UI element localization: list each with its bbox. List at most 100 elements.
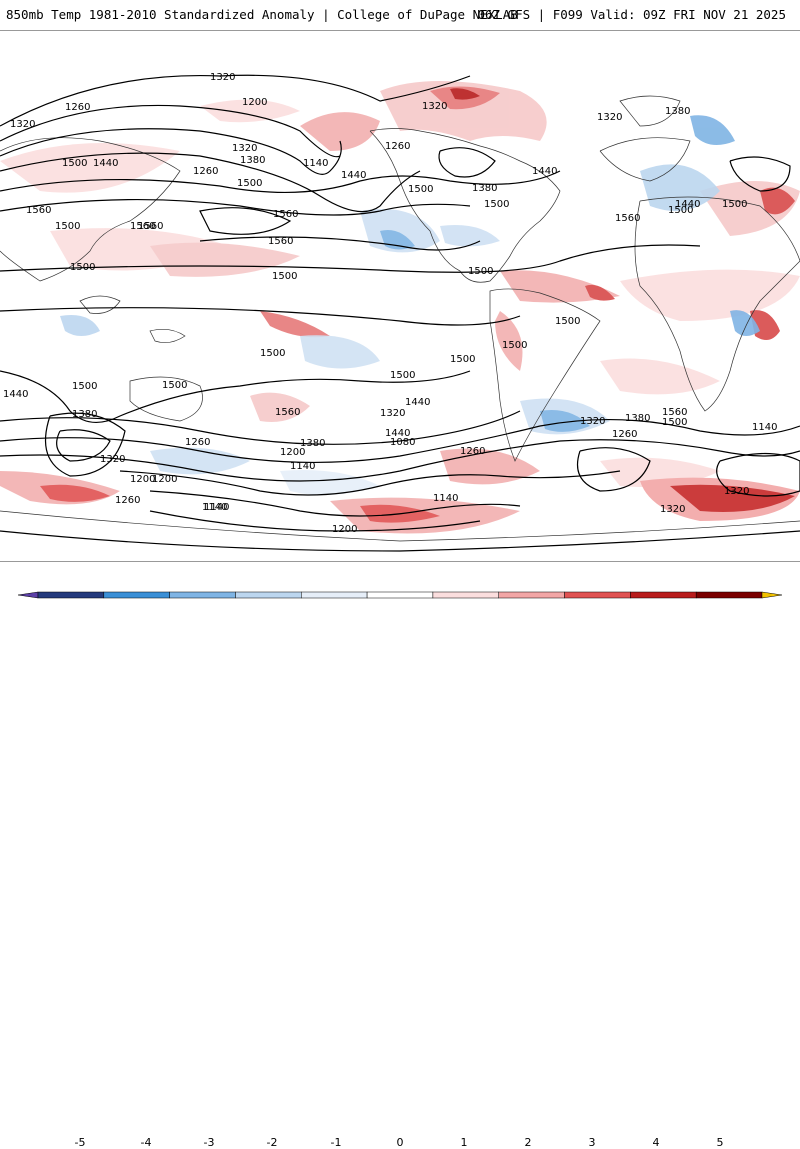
contour-label: 1500 <box>662 417 687 428</box>
contour-label: 1560 <box>26 205 51 216</box>
contour-label: 1200 <box>152 474 177 485</box>
contour-label: 1440 <box>385 428 410 439</box>
contour-label: 1500 <box>668 205 693 216</box>
contour-label: 1380 <box>625 413 650 424</box>
contour-label: 1560 <box>268 236 293 247</box>
contour-label: 1440 <box>675 199 700 210</box>
contour-label: 1500 <box>502 340 527 351</box>
legend-tick: 0 <box>396 1136 404 1149</box>
coastlines <box>0 95 800 542</box>
warm-anomaly-shading <box>0 81 800 534</box>
contour-label: 1140 <box>204 502 229 513</box>
contour-label: 1260 <box>193 166 218 177</box>
legend-swatch <box>17 591 39 599</box>
contour-label: 1320 <box>660 504 685 515</box>
legend-swatch <box>630 591 697 599</box>
contour-label: 1320 <box>232 143 257 154</box>
contour-label: 1500 <box>70 262 95 273</box>
legend-tick: -5 <box>74 1136 86 1149</box>
height-contours <box>0 74 800 552</box>
anomaly-map: 1320 1260 1200 1320 1500 1440 1320 1380 … <box>0 72 800 552</box>
contour-label: 1560 <box>273 209 298 220</box>
legend-tick: 1 <box>460 1136 468 1149</box>
contour-label: 1560 <box>130 221 155 232</box>
contour-label: 1500 <box>408 184 433 195</box>
contour-label: 1560 <box>275 407 300 418</box>
contour-label: 1200 <box>242 97 267 108</box>
contour-label: 1320 <box>210 72 235 83</box>
legend-swatch <box>761 591 783 599</box>
contour-label: 1260 <box>115 495 140 506</box>
contour-label: 1440 <box>3 389 28 400</box>
legend-swatch <box>366 591 434 599</box>
contour-label: 1260 <box>460 446 485 457</box>
contour-label: 1320 <box>10 119 35 130</box>
contour-label: 1500 <box>72 381 97 392</box>
legend-tick: 2 <box>524 1136 532 1149</box>
contour-label: 1440 <box>532 166 557 177</box>
legend-swatch <box>103 591 170 599</box>
contour-label: 1380 <box>240 155 265 166</box>
contour-label: 1500 <box>237 178 262 189</box>
map-panel: 1320 1260 1200 1320 1500 1440 1320 1380 … <box>0 30 800 562</box>
contour-label: 1320 <box>724 486 749 497</box>
contour-label: 1260 <box>65 102 90 113</box>
contour-label: 1260 <box>385 141 410 152</box>
contour-label: 1080 <box>390 437 415 448</box>
contour-label: 1500 <box>468 266 493 277</box>
contour-label: 1140 <box>290 461 315 472</box>
contour-label: 1320 <box>597 112 622 123</box>
contour-label: 1440 <box>93 158 118 169</box>
legend-swatch <box>432 591 499 599</box>
map-title: 850mb Temp 1981-2010 Standardized Anomal… <box>6 7 518 22</box>
legend-swatch <box>235 591 302 599</box>
contour-label: 1500 <box>450 354 475 365</box>
contour-label: 1380 <box>665 106 690 117</box>
contour-label: 1260 <box>185 437 210 448</box>
contour-label: 1500 <box>555 316 580 327</box>
contour-label: 1140 <box>752 422 777 433</box>
contour-label: 1440 <box>405 397 430 408</box>
contour-label: 1500 <box>55 221 80 232</box>
contour-label: 1140 <box>303 158 328 169</box>
contour-label: 1140 <box>433 493 458 504</box>
contour-label: 1380 <box>72 409 97 420</box>
legend-swatch <box>498 591 565 599</box>
contour-label: 1440 <box>341 170 366 181</box>
contour-label: 1320 <box>422 101 447 112</box>
contour-label: 1140 <box>202 502 227 513</box>
cool-anomaly-shading <box>60 115 760 495</box>
header-bar: 850mb Temp 1981-2010 Standardized Anomal… <box>0 0 800 30</box>
contour-label: 1320 <box>100 454 125 465</box>
legend-tick: -1 <box>330 1136 342 1149</box>
contour-label: 1560 <box>138 221 163 232</box>
color-scale-legend: -5 -4 -3 -2 -1 0 1 2 3 4 5 <box>0 562 800 1149</box>
legend-tick: -2 <box>266 1136 278 1149</box>
legend-tick: 4 <box>652 1136 660 1149</box>
legend-swatch <box>301 591 368 599</box>
contour-label: 1320 <box>380 408 405 419</box>
contour-label: 1500 <box>722 199 747 210</box>
contour-label: 1500 <box>484 199 509 210</box>
contour-label: 1320 <box>580 416 605 427</box>
contour-label: 1260 <box>612 429 637 440</box>
contour-label: 1380 <box>472 183 497 194</box>
contour-label: 1500 <box>162 380 187 391</box>
contour-label: 1500 <box>272 271 297 282</box>
legend-swatch <box>564 591 631 599</box>
contour-label: 1500 <box>62 158 87 169</box>
model-run-info: 06Z GFS | F099 Valid: 09Z FRI NOV 21 202… <box>477 7 786 22</box>
legend-swatch <box>695 591 763 599</box>
contour-label: 1560 <box>662 407 687 418</box>
legend-tick: 5 <box>716 1136 724 1149</box>
legend-tick: -4 <box>140 1136 152 1149</box>
contour-label: 1200 <box>280 447 305 458</box>
contour-label: 1560 <box>615 213 640 224</box>
legend-swatch <box>37 591 105 599</box>
contour-labels: 1320 1260 1200 1320 1500 1440 1320 1380 … <box>3 72 777 535</box>
contour-label: 1200 <box>332 524 357 535</box>
legend-swatch <box>169 591 236 599</box>
color-scale-bar <box>17 591 783 599</box>
contour-label: 1200 <box>130 474 155 485</box>
contour-label: 1500 <box>260 348 285 359</box>
